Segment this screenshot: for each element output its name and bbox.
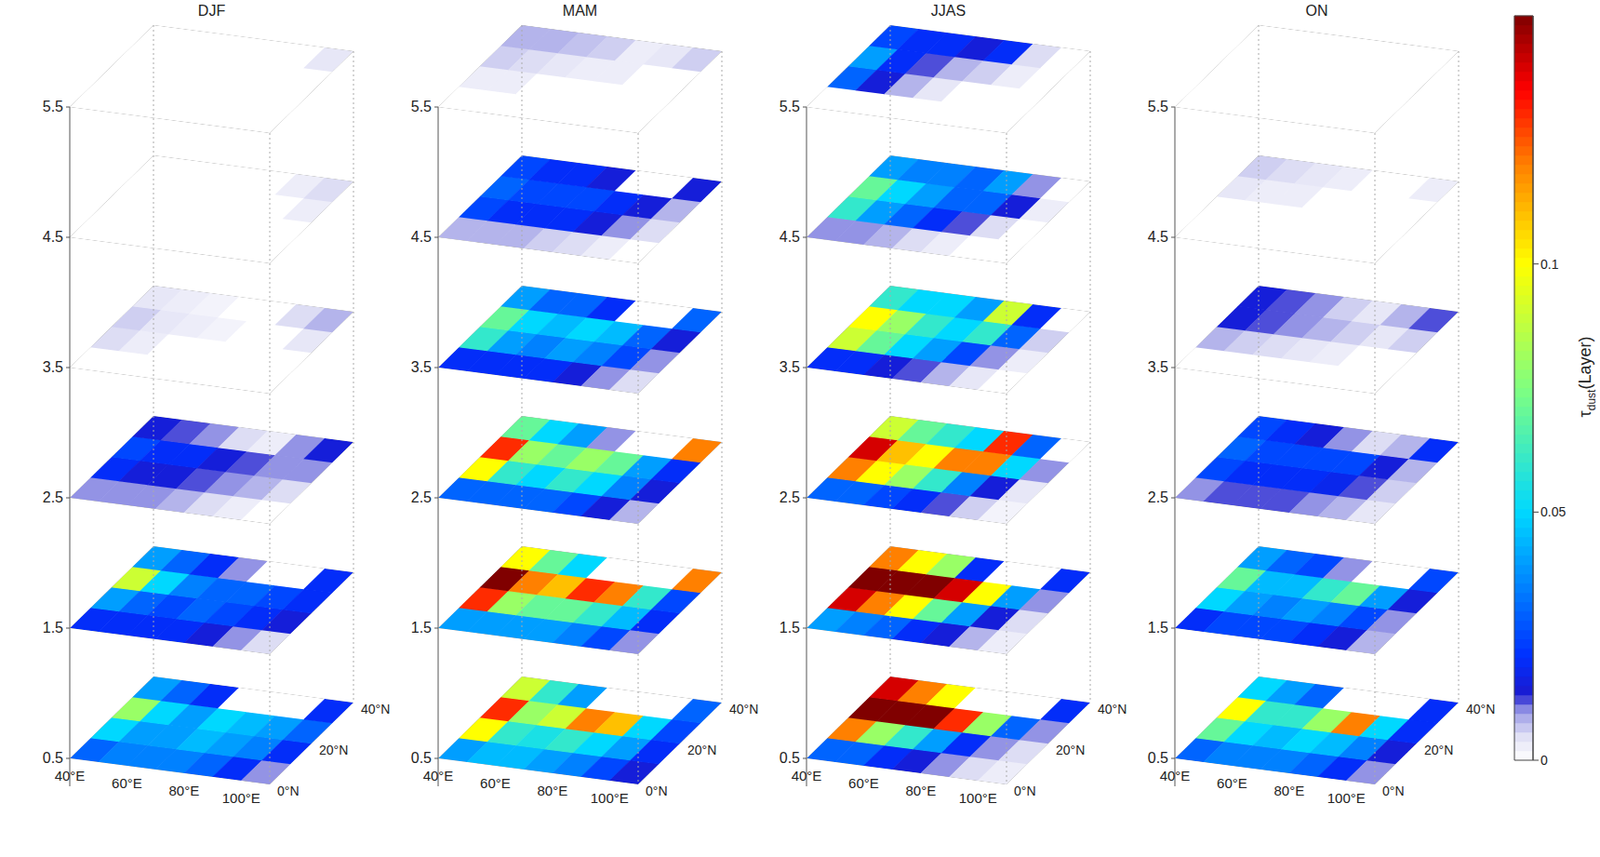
svg-text:20°N: 20°N — [687, 742, 717, 758]
svg-text:80°E: 80°E — [1274, 782, 1306, 799]
svg-text:0.1: 0.1 — [1540, 256, 1560, 272]
html-text:τ: τ — [1576, 410, 1595, 418]
svg-text:0°N: 0°N — [277, 783, 300, 799]
svg-text:40°N: 40°N — [1466, 701, 1495, 717]
svg-text:2.5: 2.5 — [779, 489, 800, 506]
svg-text:DJF: DJF — [198, 2, 227, 19]
svg-text:0.5: 0.5 — [411, 749, 432, 766]
svg-text:3.5: 3.5 — [42, 359, 64, 375]
svg-text:0°N: 0°N — [1382, 783, 1405, 799]
svg-text:100°E: 100°E — [959, 789, 998, 806]
html-text:dust: dust — [1584, 389, 1598, 411]
svg-text:60°E: 60°E — [848, 774, 880, 791]
svg-text:0.5: 0.5 — [1147, 749, 1169, 766]
svg-text:5.5: 5.5 — [1147, 98, 1169, 115]
svg-text:5.5: 5.5 — [779, 98, 800, 115]
svg-text:ON: ON — [1306, 2, 1329, 19]
svg-text:40°E: 40°E — [423, 767, 454, 784]
svg-text:0.5: 0.5 — [42, 749, 64, 766]
svg-text:1.5: 1.5 — [779, 619, 800, 636]
svg-text:40°N: 40°N — [729, 701, 759, 717]
html-text:(Layer): (Layer) — [1576, 336, 1595, 390]
svg-text:60°E: 60°E — [1216, 774, 1248, 791]
svg-text:1.5: 1.5 — [411, 619, 432, 636]
svg-text:5.5: 5.5 — [411, 98, 432, 115]
svg-text:60°E: 60°E — [480, 774, 511, 791]
svg-text:20°N: 20°N — [1055, 742, 1085, 758]
svg-text:40°E: 40°E — [1160, 767, 1191, 784]
svg-text:40°N: 40°N — [1097, 701, 1127, 717]
svg-text:5.5: 5.5 — [42, 98, 64, 115]
svg-text:4.5: 4.5 — [779, 228, 800, 245]
svg-text:3.5: 3.5 — [411, 359, 432, 375]
svg-text:0: 0 — [1540, 752, 1548, 768]
svg-text:80°E: 80°E — [169, 782, 200, 799]
svg-text:1.5: 1.5 — [42, 619, 64, 636]
svg-text:20°N: 20°N — [319, 742, 348, 758]
svg-text:MAM: MAM — [562, 2, 598, 19]
svg-text:40°E: 40°E — [791, 767, 823, 784]
svg-text:4.5: 4.5 — [42, 228, 64, 245]
svg-text:4.5: 4.5 — [411, 228, 432, 245]
svg-text:3.5: 3.5 — [779, 359, 800, 375]
svg-text:100°E: 100°E — [222, 789, 261, 806]
svg-text:4.5: 4.5 — [1147, 228, 1169, 245]
svg-text:2.5: 2.5 — [411, 489, 432, 506]
svg-text:100°E: 100°E — [590, 789, 629, 806]
svg-text:0.5: 0.5 — [779, 749, 800, 766]
svg-text:40°N: 40°N — [360, 701, 390, 717]
svg-text:3.5: 3.5 — [1147, 359, 1169, 375]
svg-text:JJAS: JJAS — [931, 2, 966, 19]
svg-text:2.5: 2.5 — [1147, 489, 1169, 506]
svg-text:20°N: 20°N — [1424, 742, 1454, 758]
svg-text:80°E: 80°E — [537, 782, 569, 799]
svg-text:100°E: 100°E — [1327, 789, 1366, 806]
svg-text:60°E: 60°E — [111, 774, 143, 791]
svg-text:2.5: 2.5 — [42, 489, 64, 506]
svg-text:1.5: 1.5 — [1147, 619, 1169, 636]
svg-text:40°E: 40°E — [54, 767, 86, 784]
svg-text:0°N: 0°N — [1013, 783, 1037, 799]
svg-text:0.05: 0.05 — [1540, 504, 1566, 520]
svg-text:80°E: 80°E — [906, 782, 937, 799]
svg-text:0°N: 0°N — [645, 783, 668, 799]
